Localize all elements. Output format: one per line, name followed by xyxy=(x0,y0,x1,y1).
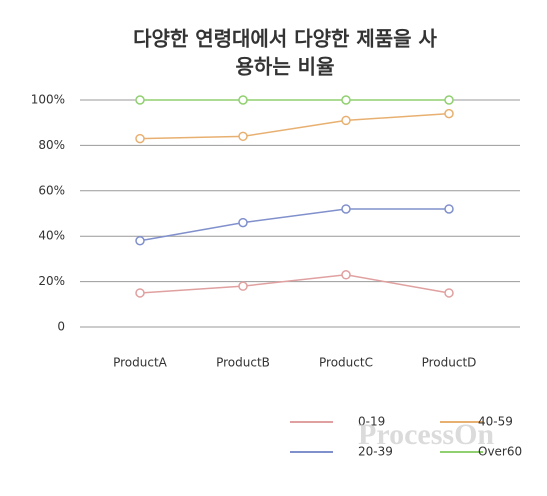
data-point xyxy=(341,115,351,126)
data-point xyxy=(341,95,351,105)
data-point xyxy=(135,235,145,246)
data-point xyxy=(135,288,145,298)
series-line xyxy=(139,112,450,140)
chart-title: 다양한 연령대에서 다양한 제품을 사 xyxy=(133,27,437,51)
data-point xyxy=(444,288,454,298)
legend-label: 40-59 xyxy=(478,415,513,429)
y-tick-label: 20% xyxy=(38,274,65,288)
data-point xyxy=(135,133,145,144)
x-tick-label: ProductA xyxy=(113,356,168,370)
data-point xyxy=(341,204,351,214)
y-tick-label: 0 xyxy=(57,320,65,334)
data-point xyxy=(238,131,248,142)
chart-title: 용하는 비율 xyxy=(236,55,335,79)
legend-label: Over60 xyxy=(478,445,522,459)
x-tick-label: ProductB xyxy=(216,356,270,370)
data-point xyxy=(444,204,454,214)
x-tick-label: ProductD xyxy=(422,356,477,370)
data-point xyxy=(341,270,351,280)
y-tick-label: 80% xyxy=(38,138,65,152)
series-line xyxy=(139,208,449,242)
data-point xyxy=(238,95,248,105)
y-tick-label: 100% xyxy=(31,93,65,107)
x-tick-label: ProductC xyxy=(319,356,373,370)
data-point xyxy=(444,108,454,119)
y-tick-label: 60% xyxy=(38,183,65,197)
data-point xyxy=(238,281,248,291)
data-point xyxy=(444,95,454,105)
series-line xyxy=(139,274,450,294)
y-tick-label: 40% xyxy=(38,229,65,243)
legend-label: 0-19 xyxy=(358,415,385,429)
data-point xyxy=(135,95,145,105)
data-point xyxy=(238,217,248,228)
watermark: ProcessOn xyxy=(358,418,494,451)
legend-label: 20-39 xyxy=(358,445,393,459)
